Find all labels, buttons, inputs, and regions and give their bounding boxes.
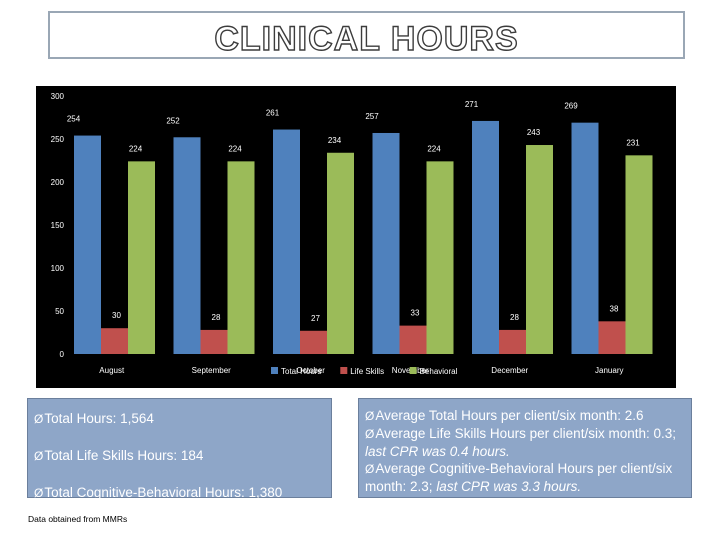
legend-swatch — [271, 367, 278, 374]
data-label: 224 — [427, 144, 441, 153]
bar-behavioral-october — [327, 152, 354, 354]
x-tick-label: October — [297, 366, 326, 375]
data-label: 257 — [365, 112, 379, 121]
source-note: Data obtained from MMRs — [28, 514, 128, 524]
bullet-arrow: Ø — [34, 486, 44, 500]
bullet-arrow: Ø — [365, 409, 375, 423]
data-label: 234 — [328, 136, 342, 145]
data-label: 261 — [266, 109, 280, 118]
bar-total-hours-december — [472, 120, 499, 354]
bullet-arrow: Ø — [34, 449, 44, 463]
bar-life-skills-january — [598, 321, 626, 354]
x-tick-label: January — [595, 366, 623, 375]
slide-title: CLINICAL HOURS — [214, 19, 519, 58]
bullet-arrow: Ø — [365, 462, 375, 476]
legend-swatch — [340, 367, 348, 374]
bar-behavioral-december — [526, 145, 553, 354]
bar-total-hours-november — [372, 132, 400, 354]
avg-cognitive-bullet: ØAverage Cognitive-Behavioral Hours per … — [365, 461, 673, 494]
bar-life-skills-december — [499, 329, 526, 354]
y-tick-label: 250 — [51, 135, 65, 144]
y-tick-label: 200 — [51, 178, 65, 187]
data-label: 38 — [610, 304, 619, 313]
bullet-arrow: Ø — [34, 412, 44, 426]
avg-total-bullet: ØAverage Total Hours per client/six mont… — [365, 408, 644, 423]
life-skills-bullet: ØTotal Life Skills Hours: 184 — [34, 448, 204, 463]
data-label: 27 — [311, 314, 320, 323]
data-label: 231 — [626, 138, 640, 147]
data-label: 269 — [564, 102, 578, 111]
y-tick-label: 150 — [51, 221, 65, 230]
title-box: CLINICAL HOURS — [48, 11, 685, 59]
y-tick-label: 0 — [60, 350, 65, 359]
data-label: 224 — [228, 144, 242, 153]
legend-label: Life Skills — [350, 367, 384, 376]
bar-behavioral-august — [128, 161, 155, 354]
cognitive-bullet: ØTotal Cognitive-Behavioral Hours: 1,380 — [34, 485, 283, 500]
bar-life-skills-october — [300, 330, 327, 354]
bar-total-hours-october — [273, 129, 300, 354]
bar-life-skills-november — [399, 325, 427, 354]
data-label: 243 — [527, 128, 541, 137]
legend-swatch — [409, 367, 417, 374]
bullet-arrow: Ø — [365, 427, 375, 441]
bar-behavioral-september — [227, 161, 255, 354]
data-label: 33 — [411, 309, 420, 318]
data-label: 254 — [67, 115, 81, 124]
totals-panel: ØTotal Hours: 1,564 ØTotal Life Skills H… — [27, 398, 332, 500]
data-label: 28 — [212, 313, 221, 322]
bar-life-skills-august — [101, 328, 128, 354]
legend-label: Total Hours — [281, 367, 321, 376]
total-hours-bullet: ØTotal Hours: 1,564 — [34, 411, 154, 426]
data-label: 224 — [129, 144, 143, 153]
data-label: 30 — [112, 311, 121, 320]
legend-label: Behavioral — [420, 367, 458, 376]
bar-chart: 0 50 100 150 200 250 300 254 30 224 252 28 224 261 27… — [36, 86, 676, 388]
bar-total-hours-september — [173, 137, 201, 354]
bar-total-hours-august — [74, 135, 101, 354]
bar-life-skills-september — [200, 329, 228, 354]
y-tick-label: 300 — [51, 92, 65, 101]
avg-life-skills-bullet: ØAverage Life Skills Hours per client/si… — [365, 426, 676, 459]
x-tick-label: September — [192, 366, 231, 375]
bar-behavioral-november — [426, 161, 454, 354]
data-label: 271 — [465, 100, 479, 109]
data-label: 28 — [510, 313, 519, 322]
data-label: 252 — [166, 116, 180, 125]
bar-behavioral-january — [625, 155, 653, 354]
x-tick-label: August — [99, 366, 125, 375]
x-tick-label: December — [491, 366, 528, 375]
y-tick-label: 50 — [55, 307, 64, 316]
bar-total-hours-january — [571, 122, 599, 354]
averages-panel: ØAverage Total Hours per client/six mont… — [358, 398, 692, 498]
y-tick-label: 100 — [51, 264, 65, 273]
